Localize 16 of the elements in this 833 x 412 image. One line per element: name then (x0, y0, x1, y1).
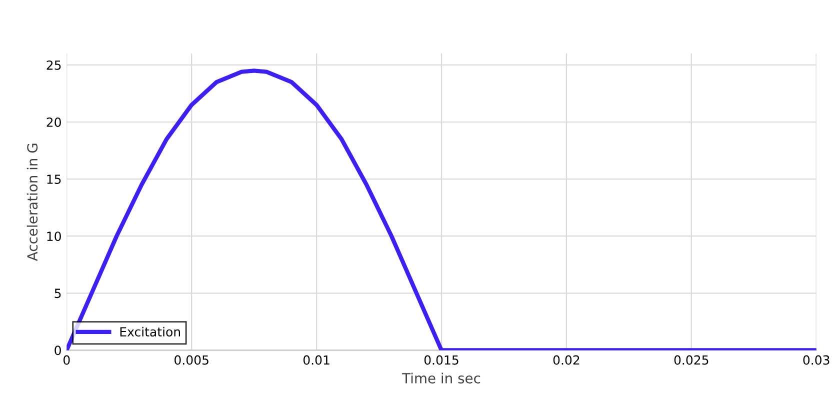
x-tick-label: 0.03 (803, 355, 830, 365)
y-axis-title: Acceleration in G (26, 144, 38, 262)
y-tick-label: 5 (54, 288, 61, 298)
x-tick-label: 0.02 (553, 355, 580, 365)
y-tick-label: 25 (46, 60, 61, 70)
y-tick-label: 10 (47, 232, 61, 242)
x-axis-title: Time in sec (402, 372, 480, 384)
x-tick-label: 0.005 (174, 355, 208, 365)
x-tick-label: 0.01 (303, 355, 330, 365)
x-tick-label: 0.015 (424, 355, 458, 365)
x-tick-label: 0.025 (674, 355, 708, 365)
x-tick-label: 0 (63, 355, 70, 365)
y-tick-label: 20 (46, 117, 61, 127)
y-tick-label: 15 (47, 174, 61, 184)
y-tick-label: 0 (54, 346, 61, 356)
legend-label: Excitation (120, 326, 180, 337)
